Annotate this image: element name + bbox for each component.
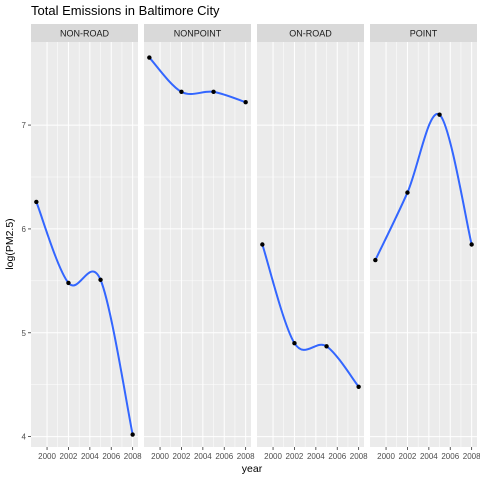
data-point <box>469 242 474 247</box>
data-point <box>356 384 361 389</box>
panel-background <box>370 42 477 447</box>
facet-strip <box>31 24 138 42</box>
data-point <box>98 277 103 283</box>
facet-panel: NON-ROAD 2000 2002 2004 2006 2008 <box>31 24 142 461</box>
facet-strip-label: ON-ROAD <box>289 29 332 39</box>
data-point <box>405 190 410 195</box>
x-tick-label: 2004 <box>81 452 99 461</box>
data-point <box>130 432 135 437</box>
data-point <box>243 100 248 105</box>
y-tick-label: 5 <box>22 329 27 338</box>
data-point <box>324 344 329 349</box>
x-tick-label: 2000 <box>377 452 395 461</box>
data-point <box>437 112 442 117</box>
data-point <box>34 199 39 205</box>
x-axis-title: year <box>242 463 263 475</box>
panel-background <box>144 42 251 447</box>
x-tick-label: 2006 <box>215 452 233 461</box>
series-line <box>261 244 360 388</box>
facet-strip-label: NON-ROAD <box>60 29 109 39</box>
x-tick-label: 2002 <box>60 452 78 461</box>
series-line <box>35 201 134 435</box>
facet-strip <box>257 24 364 42</box>
facet-strip <box>370 24 477 42</box>
series-line <box>148 56 246 104</box>
x-tick-label: 2004 <box>420 452 438 461</box>
data-point <box>373 257 378 263</box>
data-point <box>260 242 265 247</box>
facet-panel: ON-ROAD 2000 2002 2004 2006 2008 <box>257 24 368 461</box>
y-axis-title: log(PM2.5) <box>4 218 16 269</box>
data-point <box>147 55 152 60</box>
series-line <box>374 113 473 261</box>
y-tick-label: 4 <box>22 433 27 442</box>
facet-panel: NONPOINT 2000 2002 2004 2006 2008 <box>144 24 255 461</box>
x-tick-label: 2002 <box>286 452 304 461</box>
facet-strip-label: NONPOINT <box>174 29 222 39</box>
x-tick-label: 2006 <box>328 452 346 461</box>
facet-strip <box>144 24 251 42</box>
x-tick-label: 2008 <box>237 452 255 461</box>
data-point <box>179 89 184 95</box>
x-tick-label: 2008 <box>124 452 142 461</box>
x-tick-label: 2000 <box>38 452 56 461</box>
x-tick-label: 2004 <box>194 452 212 461</box>
y-tick-label: 7 <box>22 121 27 130</box>
x-tick-label: 2006 <box>102 452 120 461</box>
facet-strip-label: POINT <box>410 29 438 39</box>
facet-panel: POINT 2000 2002 2004 2006 2008 <box>370 24 480 461</box>
x-tick-label: 2000 <box>264 452 282 461</box>
panel-background <box>31 42 138 447</box>
x-tick-label: 2008 <box>463 452 480 461</box>
x-tick-label: 2002 <box>399 452 417 461</box>
x-tick-label: 2008 <box>350 452 368 461</box>
y-tick-label: 6 <box>22 225 27 234</box>
panel-background <box>257 42 364 447</box>
y-axis: 4 5 6 7 <box>22 121 31 442</box>
x-tick-label: 2004 <box>307 452 325 461</box>
chart-title: Total Emissions in Baltimore City <box>31 3 220 18</box>
x-tick-label: 2000 <box>151 452 169 461</box>
data-point <box>292 340 297 346</box>
data-point <box>211 89 216 95</box>
x-tick-label: 2006 <box>441 452 459 461</box>
x-tick-label: 2002 <box>173 452 191 461</box>
data-point <box>66 280 71 286</box>
